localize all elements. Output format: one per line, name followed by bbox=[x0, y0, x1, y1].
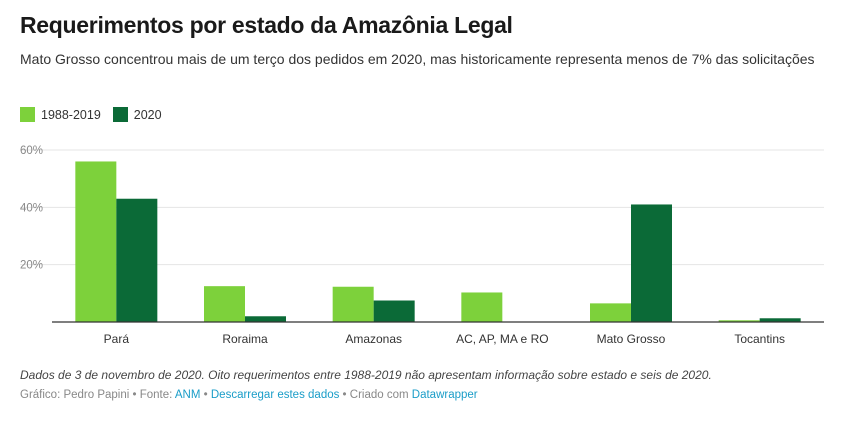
bar-2020 bbox=[373, 300, 415, 322]
chart-footer: Gráfico: Pedro Papini • Fonte: ANM • Des… bbox=[20, 389, 478, 401]
bar-1988-2019 bbox=[718, 320, 760, 322]
x-tick-label: Amazonas bbox=[345, 332, 402, 346]
x-tick-label: Pará bbox=[104, 332, 130, 346]
chart-note: Dados de 3 de novembro de 2020. Oito req… bbox=[20, 368, 712, 382]
x-tick-label: Roraima bbox=[222, 332, 268, 346]
bar-1988-2019 bbox=[590, 303, 631, 322]
footer-separator: • bbox=[200, 389, 211, 401]
legend-label-2020: 2020 bbox=[133, 107, 162, 122]
bar-1988-2019 bbox=[332, 286, 374, 322]
bar-2020 bbox=[759, 318, 801, 322]
bar-2020 bbox=[245, 316, 286, 322]
bar-2020 bbox=[116, 198, 158, 322]
legend-item-1988-2019: 1988-2019 bbox=[20, 107, 101, 122]
bar-1988-2019 bbox=[204, 286, 245, 322]
legend-label-1988-2019: 1988-2019 bbox=[41, 107, 101, 122]
download-data-link[interactable]: Descarregar estes dados bbox=[210, 389, 340, 401]
datawrapper-link[interactable]: Datawrapper bbox=[411, 389, 478, 401]
created-with-text: • Criado com bbox=[339, 389, 412, 401]
legend: 1988-2019 2020 bbox=[20, 107, 174, 122]
y-tick-label: 60% bbox=[20, 145, 43, 157]
chart-subtitle: Mato Grosso concentrou mais de um terço … bbox=[20, 51, 815, 67]
legend-item-2020: 2020 bbox=[112, 107, 162, 122]
x-tick-label: Mato Grosso bbox=[597, 332, 666, 346]
credit-text: Gráfico: Pedro Papini • Fonte: bbox=[20, 389, 175, 401]
legend-swatch-2020 bbox=[112, 107, 128, 122]
y-tick-label: 20% bbox=[20, 260, 43, 272]
bar-2020 bbox=[631, 204, 672, 322]
legend-swatch-1988-2019 bbox=[20, 107, 35, 122]
x-tick-label: AC, AP, MA e RO bbox=[456, 332, 548, 346]
chart-title: Requerimentos por estado da Amazônia Leg… bbox=[20, 12, 513, 38]
bar-1988-2019 bbox=[75, 161, 117, 322]
x-tick-label: Tocantins bbox=[734, 332, 785, 346]
source-link[interactable]: ANM bbox=[174, 389, 201, 401]
bar-1988-2019 bbox=[461, 292, 503, 322]
y-tick-label: 40% bbox=[20, 202, 43, 214]
